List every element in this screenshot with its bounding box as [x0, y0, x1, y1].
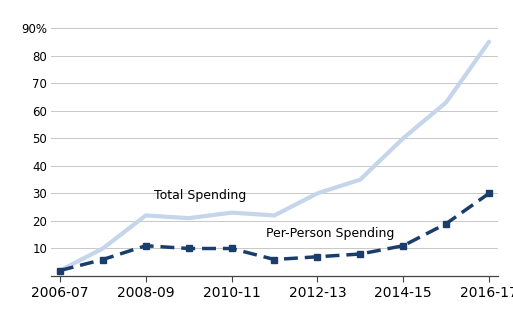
Text: Per-Person Spending: Per-Person Spending: [266, 227, 394, 240]
Text: Total Spending: Total Spending: [154, 189, 247, 202]
